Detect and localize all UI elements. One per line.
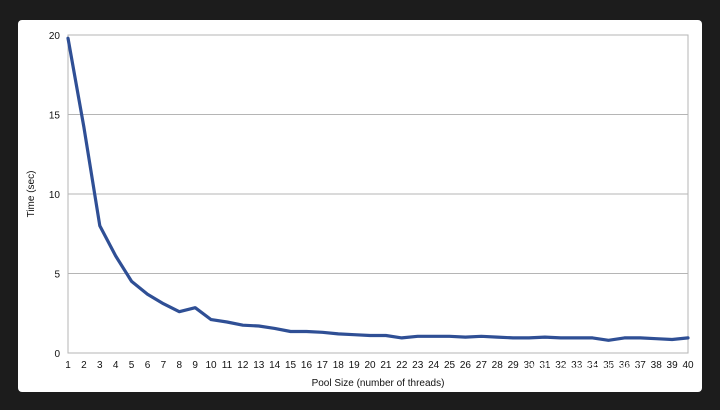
x-tick-label: 18 <box>333 360 345 371</box>
x-tick-label: 27 <box>476 360 488 371</box>
x-tick-label: 34 <box>587 360 599 371</box>
x-tick-label: 40 <box>682 360 694 371</box>
x-tick-label: 25 <box>444 360 456 371</box>
x-tick-label: 31 <box>539 360 551 371</box>
x-tick-label: 3 <box>97 360 103 371</box>
y-tick-label: 20 <box>49 31 61 42</box>
chart-card: 0 5 10 15 20 1 2 3 4 5 6 7 8 9 10 11 12 13 14 15 16 17 18 19 20… <box>18 20 702 392</box>
y-tick-label: 15 <box>49 111 61 122</box>
x-tick-label: 22 <box>396 360 408 371</box>
x-tick-label: 29 <box>508 360 520 371</box>
x-tick-label: 6 <box>145 360 151 371</box>
x-tick-label: 20 <box>364 360 376 371</box>
x-tick-label: 8 <box>177 360 183 371</box>
y-tick-label: 10 <box>49 190 61 201</box>
x-tick-label: 17 <box>317 360 329 371</box>
x-tick-label: 30 <box>523 360 535 371</box>
x-tick-label: 36 <box>619 360 631 371</box>
x-tick-label: 7 <box>161 360 167 371</box>
x-tick-label: 14 <box>269 360 281 371</box>
x-tick-label: 2 <box>81 360 87 371</box>
x-tick-label: 39 <box>667 360 679 371</box>
watermark: 知乎 @半夜敲代码 <box>520 361 645 379</box>
x-tick-label: 15 <box>285 360 297 371</box>
x-tick-label: 5 <box>129 360 135 371</box>
x-tick-label: 21 <box>380 360 392 371</box>
y-tick-labels: 0 5 10 15 20 <box>49 31 61 360</box>
x-tick-label: 38 <box>651 360 663 371</box>
x-tick-label: 37 <box>635 360 647 371</box>
x-tick-label: 13 <box>253 360 265 371</box>
x-tick-label: 16 <box>301 360 313 371</box>
x-tick-label: 26 <box>460 360 472 371</box>
x-tick-label: 23 <box>412 360 424 371</box>
gridlines <box>68 114 688 274</box>
x-tick-label: 24 <box>428 360 440 371</box>
x-tick-label: 19 <box>349 360 361 371</box>
x-tick-label: 4 <box>113 360 119 371</box>
x-axis-title: Pool Size (number of threads) <box>312 378 445 389</box>
y-tick-label: 5 <box>54 270 60 281</box>
x-tick-label: 11 <box>222 360 233 371</box>
x-tick-label: 35 <box>603 360 615 371</box>
x-tick-label: 10 <box>206 360 218 371</box>
x-tick-labels: 1 2 3 4 5 6 7 8 9 10 11 12 13 14 15 16 17 18 19 20 21 22 23 24 2… <box>65 360 694 371</box>
y-tick-label: 0 <box>54 349 60 360</box>
y-axis-title: Time (sec) <box>26 171 37 218</box>
x-tick-label: 28 <box>492 360 504 371</box>
x-tick-label: 1 <box>65 360 71 371</box>
x-tick-label: 32 <box>555 360 567 371</box>
x-tick-label: 9 <box>192 360 198 371</box>
x-tick-label: 33 <box>571 360 583 371</box>
x-tick-label: 12 <box>237 360 249 371</box>
series-line <box>66 36 690 342</box>
